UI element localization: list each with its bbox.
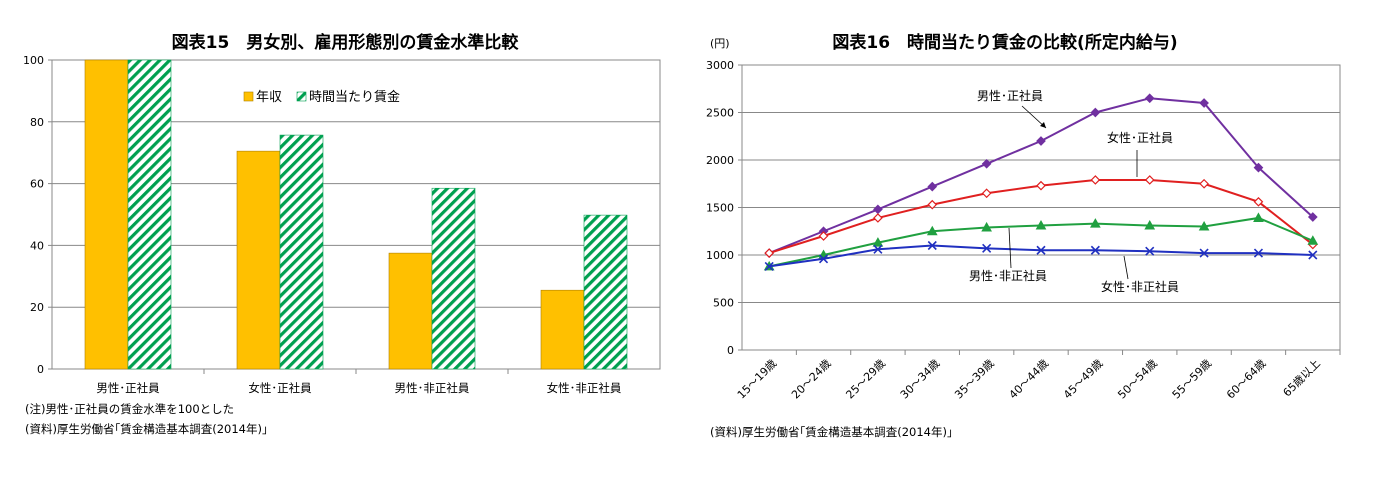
series-point: [1199, 178, 1209, 189]
series-point: [818, 254, 829, 264]
line-x-tick-label: 15～19歳: [735, 357, 780, 402]
series-point: [1090, 245, 1100, 255]
line-x-tick-label: 30～34歳: [898, 357, 943, 402]
bar-y-tick-label: 20: [30, 301, 44, 314]
series-point: [1036, 136, 1046, 146]
bar-legend: 年収 時間当たり賃金: [243, 89, 400, 105]
legend-label-hourly: 時間当たり賃金: [309, 89, 400, 105]
line-y-tick-label: 2000: [706, 154, 734, 167]
bar-y-tick-label: 0: [37, 363, 44, 376]
bar-chart-source: (資料)厚生労働省｢賃金構造基本調査(2014年)｣: [25, 422, 268, 436]
bar-hourly: [431, 187, 476, 370]
series-point: [1199, 248, 1209, 258]
series-point: [1144, 220, 1156, 230]
line-y-tick-label: 3000: [706, 59, 734, 72]
series-labels: 男性･正社員 女性･正社員 男性･非正社員 女性･非正社員: [969, 88, 1179, 294]
bar-hourly: [583, 214, 628, 370]
series-point: [1035, 220, 1047, 230]
series-point: [1253, 248, 1264, 258]
line-y-tick-label: 1000: [706, 249, 734, 262]
series-point: [1144, 175, 1155, 185]
series-point: [1253, 196, 1264, 207]
series-point: [873, 204, 883, 215]
series-point: [927, 240, 937, 251]
series-line: [768, 97, 1314, 255]
leader-line-male-nonregular: [1008, 227, 1012, 269]
series-label-female-regular: 女性･正社員: [1107, 130, 1173, 145]
series-point: [1036, 180, 1046, 191]
bar-chart-wage-level: 図表15 男女別、雇用形態別の賃金水準比較 0 20 40 60 80 100 男性･正社…: [23, 32, 661, 436]
series-point: [1253, 162, 1264, 173]
series-point: [981, 188, 992, 199]
series-point: [1090, 218, 1101, 228]
line-x-tick-label: 35～39歳: [952, 357, 997, 402]
legend-swatch-annual: [243, 91, 254, 102]
bar-y-tick-label: 40: [30, 239, 44, 252]
series-point: [1036, 245, 1046, 255]
line-x-tick-label: 55～59歳: [1170, 357, 1215, 402]
series-point: [1090, 175, 1101, 185]
series-point: [1307, 212, 1318, 222]
bar-category-label: 男性･正社員: [96, 381, 160, 395]
bar-y-tick-label: 60: [30, 178, 44, 191]
line-y-tick-label: 1500: [706, 202, 734, 215]
line-x-tick-label: 65歳以上: [1281, 357, 1323, 399]
series-point: [927, 199, 938, 210]
bar-y-tick-label: 80: [30, 116, 44, 129]
series-point: [1307, 235, 1319, 245]
line-y-tick-label: 0: [727, 344, 734, 357]
series-point: [873, 244, 883, 254]
leader-arrow-male-regular: [1040, 122, 1046, 128]
series-label-male-nonregular: 男性･非正社員: [969, 268, 1047, 283]
line-x-tick-label: 60～64歳: [1224, 357, 1269, 402]
series-point: [764, 248, 775, 258]
line-x-tick-label: 25～29歳: [843, 357, 888, 402]
bar-category-label: 女性･正社員: [248, 381, 312, 395]
line-chart-y-unit: (円): [710, 37, 730, 50]
line-x-tick-label: 20～24歳: [789, 357, 834, 402]
line-x-tick-label: 50～54歳: [1115, 357, 1160, 402]
line-chart-hourly-wage: 図表16 時間当たり賃金の比較(所定内給与) (円) 0 500 1000 1500 2…: [706, 32, 1341, 439]
bar-annual: [388, 252, 433, 370]
series-point: [981, 221, 992, 232]
leader-line-female-nonregular: [1123, 255, 1129, 280]
series-point: [926, 225, 938, 236]
legend-label-annual: 年収: [256, 90, 282, 105]
line-x-tick-label: 40～44歳: [1007, 357, 1052, 402]
series-point: [1145, 246, 1155, 256]
bar-hourly: [127, 59, 172, 370]
bar-annual: [84, 59, 129, 370]
series-point: [1308, 250, 1318, 260]
line-chart-title: 図表16 時間当たり賃金の比較(所定内給与): [832, 32, 1177, 53]
series-line: [768, 178, 1314, 255]
bar-chart-title: 図表15 男女別、雇用形態別の賃金水準比較: [172, 32, 520, 53]
series-point: [1199, 98, 1209, 108]
bar-y-tick-label: 100: [23, 54, 44, 67]
series-point: [982, 243, 992, 253]
series-point: [873, 213, 883, 223]
series-point: [764, 261, 774, 271]
series-point: [1198, 220, 1210, 231]
legend-swatch-hourly: [296, 91, 307, 102]
bar-hourly: [279, 134, 324, 370]
series-point: [1253, 212, 1264, 222]
bar-annual: [540, 289, 585, 370]
series-point: [981, 158, 992, 169]
series-label-female-nonregular: 女性･非正社員: [1101, 279, 1179, 294]
line-chart-source: (資料)厚生労働省｢賃金構造基本調査(2014年)｣: [710, 425, 953, 439]
line-x-tick-label: 45～49歳: [1061, 357, 1106, 402]
bar-category-label: 女性･非正社員: [547, 381, 622, 395]
bar-annual: [236, 150, 281, 370]
series-point: [1144, 93, 1155, 104]
series-point: [818, 231, 829, 241]
series-label-male-regular: 男性･正社員: [977, 88, 1043, 103]
bar-chart-note: (注)男性･正社員の賃金水準を100とした: [25, 402, 234, 416]
bar-category-label: 男性･非正社員: [395, 381, 470, 395]
series-point: [927, 181, 938, 192]
line-y-tick-label: 500: [713, 297, 734, 310]
line-y-tick-label: 2500: [706, 107, 734, 120]
series-point: [872, 237, 884, 247]
series-point: [1090, 107, 1101, 118]
